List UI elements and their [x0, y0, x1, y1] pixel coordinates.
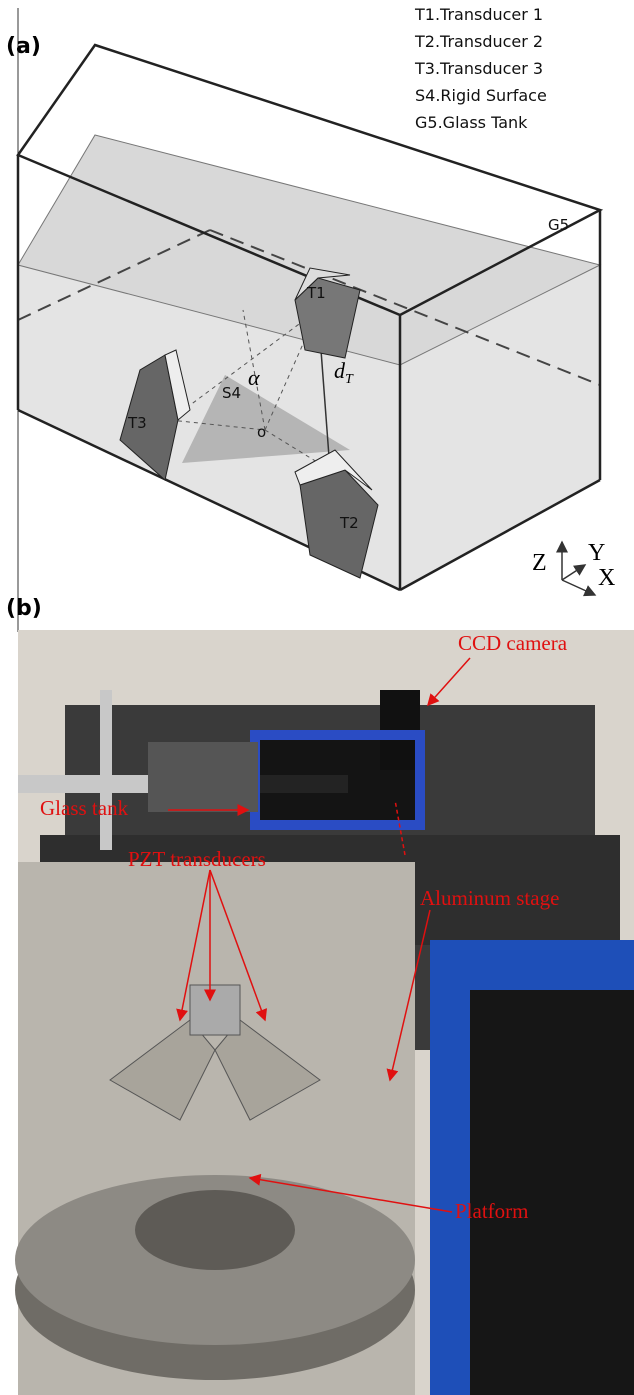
figure: (a) T1.Transducer 1 T2.Transducer 2 T3.T…: [0, 0, 634, 1395]
legend-entry: G5.Glass Tank: [415, 113, 528, 132]
panel-label: (b): [6, 596, 42, 621]
annotation: Aluminum stage: [420, 886, 559, 910]
axis-label: Y: [588, 540, 605, 566]
legend-entry: T3.Transducer 3: [414, 59, 543, 78]
transducer-label: T3: [127, 414, 147, 432]
axis-label: Z: [532, 550, 547, 576]
distance-subscript: T: [345, 372, 354, 387]
annotation: PZT transducers: [128, 847, 266, 871]
annotation: Platform: [455, 1199, 529, 1223]
transducer-label: T1: [306, 284, 326, 302]
annotation: Glass tank: [40, 796, 129, 820]
axis-label: X: [598, 565, 615, 591]
surface-label: S4: [222, 384, 241, 402]
axes-icon: Z Y X: [532, 540, 615, 595]
legend-entry: S4.Rigid Surface: [415, 86, 547, 105]
origin-label: o: [257, 423, 266, 441]
angle-label: α: [248, 365, 260, 390]
panel-label: (a): [6, 34, 41, 59]
legend-entry: T1.Transducer 1: [414, 5, 543, 24]
tank-label: G5: [548, 216, 569, 234]
legend: T1.Transducer 1 T2.Transducer 2 T3.Trans…: [414, 5, 547, 132]
annotation: CCD camera: [458, 631, 568, 655]
legend-entry: T2.Transducer 2: [414, 32, 543, 51]
transducer-label: T2: [339, 514, 359, 532]
photo: [15, 630, 634, 1395]
